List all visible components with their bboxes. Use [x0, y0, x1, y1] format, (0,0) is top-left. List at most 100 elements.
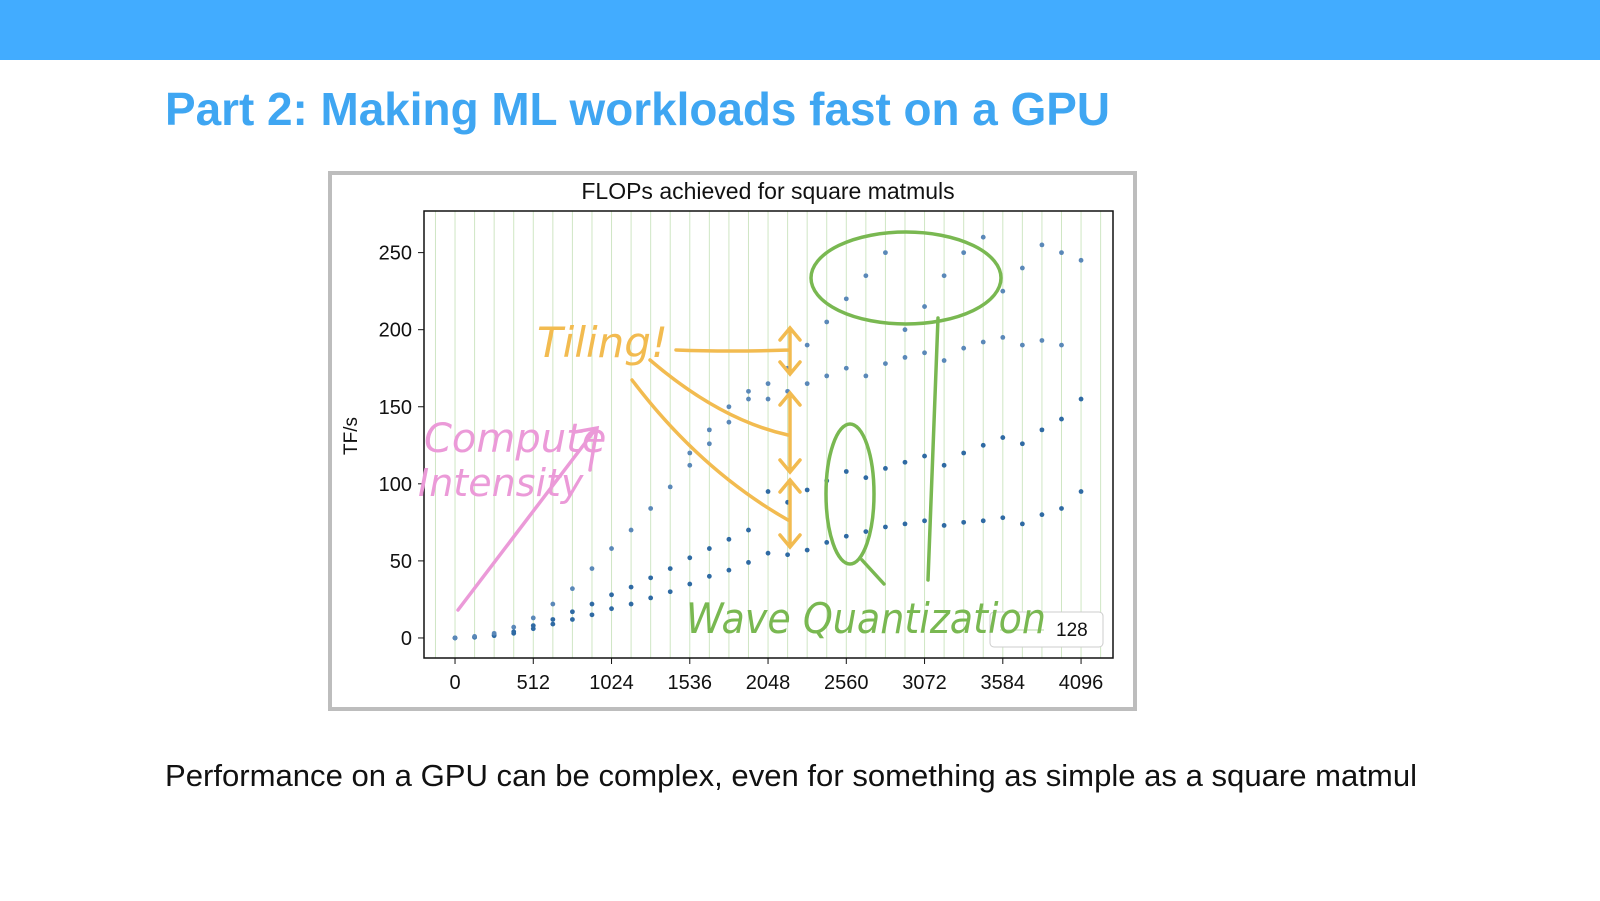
data-point: [570, 586, 575, 592]
data-point: [648, 575, 654, 581]
x-tick-label: 2048: [746, 672, 791, 694]
data-point: [1059, 506, 1064, 511]
data-point: [883, 466, 888, 471]
data-point: [746, 396, 751, 402]
data-point: [883, 361, 888, 366]
y-tick-label: 150: [379, 397, 412, 419]
plot-border: [423, 210, 1114, 659]
annotation-strokes: [456, 230, 1003, 612]
y-tick-label: 250: [379, 243, 412, 265]
data-point: [550, 617, 556, 622]
data-point: [1019, 342, 1025, 348]
data-point: [1059, 416, 1064, 422]
data-point: [511, 624, 517, 630]
data-point: [628, 527, 634, 533]
data-point: [843, 365, 849, 371]
annotation-wave: Wave Quantization: [686, 594, 1046, 643]
header-bar: [0, 0, 1600, 60]
data-point: [804, 342, 810, 348]
data-point: [530, 615, 536, 621]
data-point: [824, 373, 830, 379]
data-point: [452, 635, 458, 641]
data-point: [843, 469, 849, 474]
data-point: [687, 581, 693, 587]
data-point: [804, 487, 810, 493]
slide-title: Part 2: Making ML workloads fast on a GP…: [165, 83, 1110, 135]
data-point: [902, 355, 908, 360]
x-tick-label: 3072: [902, 672, 947, 694]
data-point: [530, 623, 536, 629]
data-point: [902, 521, 908, 527]
data-point: [1078, 257, 1084, 263]
data-point: [843, 533, 849, 539]
data-point: [883, 250, 888, 256]
data-point: [1019, 521, 1025, 527]
annotation-tiling: Tiling!: [537, 318, 668, 367]
data-point: [980, 234, 986, 240]
data-point: [628, 584, 634, 590]
data-point: [980, 339, 986, 345]
data-point: [1039, 512, 1045, 518]
data-point: [706, 573, 712, 579]
data-point: [1078, 396, 1084, 402]
data-point: [902, 459, 908, 465]
data-point: [824, 319, 830, 325]
tiling-arrow-2: [648, 358, 802, 475]
x-tick-label: 3584: [981, 672, 1026, 694]
data-point: [589, 566, 595, 571]
data-point: [550, 621, 556, 627]
data-point: [863, 529, 869, 535]
data-point: [706, 441, 712, 447]
data-point: [941, 273, 947, 279]
x-tick-label: 4096: [1059, 672, 1104, 694]
data-point: [804, 547, 810, 553]
data-point: [609, 606, 614, 612]
data-point: [687, 462, 693, 468]
data-point: [1039, 338, 1045, 343]
wave-ellipse-1: [809, 230, 1003, 326]
data-point: [941, 523, 947, 528]
data-point: [667, 566, 673, 571]
x-tick-label: 512: [517, 672, 550, 694]
tiling-arrow-1: [674, 325, 802, 377]
data-point: [570, 617, 575, 622]
data-point: [941, 462, 947, 468]
wave-connectors: [860, 316, 940, 586]
data-point: [824, 539, 830, 545]
data-point: [746, 388, 751, 394]
data-point: [961, 345, 967, 351]
data-point: [648, 506, 654, 511]
data-point: [941, 358, 947, 363]
data-point: [863, 373, 869, 379]
data-point: [765, 396, 771, 402]
data-point: [472, 634, 477, 639]
annotation-intensity: Intensity: [418, 461, 584, 505]
data-point: [922, 350, 927, 356]
chart-title: FLOPs achieved for square matmuls: [581, 178, 954, 204]
x-tick-label: 1536: [668, 672, 713, 694]
x-tick-label: 1024: [589, 672, 634, 694]
data-point: [1059, 342, 1064, 348]
data-point: [589, 601, 595, 607]
data-point: [961, 250, 967, 256]
data-point: [511, 629, 517, 635]
data-point: [980, 442, 986, 448]
y-tick-label: 100: [379, 474, 412, 496]
data-point: [726, 567, 732, 573]
data-point: [922, 518, 927, 524]
data-point: [726, 404, 732, 410]
tiling-arrow-3: [630, 378, 802, 550]
data-point: [609, 546, 614, 551]
slide-caption: Performance on a GPU can be complex, eve…: [165, 758, 1417, 793]
data-point: [765, 489, 771, 494]
data-point: [628, 601, 634, 607]
y-tick-label: 0: [401, 628, 412, 650]
data-point: [550, 601, 556, 607]
data-point: [706, 546, 712, 551]
data-point: [1039, 427, 1045, 433]
x-tick-label: 2560: [824, 672, 869, 694]
y-tick-label: 200: [379, 320, 412, 342]
data-point: [570, 609, 575, 615]
data-point: [746, 527, 751, 533]
